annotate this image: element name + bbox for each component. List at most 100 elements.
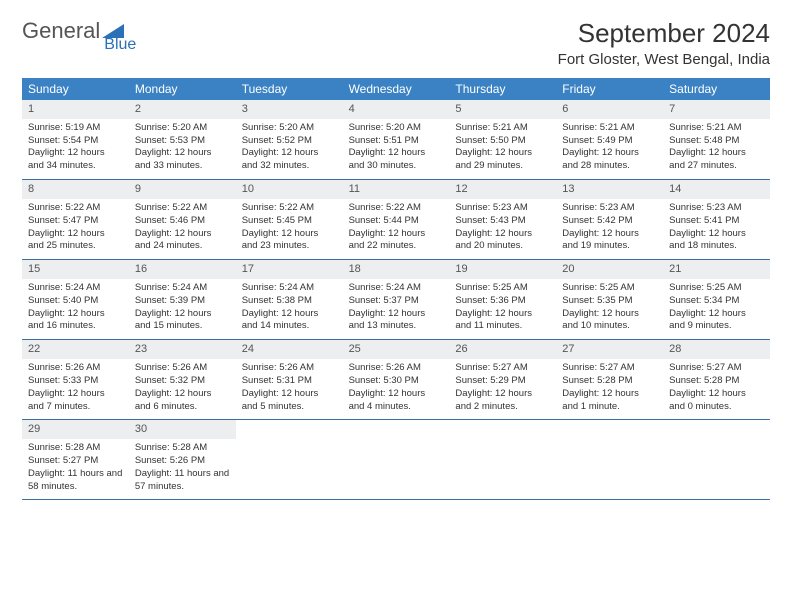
day-body: Sunrise: 5:22 AMSunset: 5:44 PMDaylight:… xyxy=(343,199,450,259)
day-body: Sunrise: 5:22 AMSunset: 5:45 PMDaylight:… xyxy=(236,199,343,259)
day-cell: 5Sunrise: 5:21 AMSunset: 5:50 PMDaylight… xyxy=(449,100,556,179)
daylight-line: Daylight: 12 hours and 14 minutes. xyxy=(242,308,337,334)
day-body: Sunrise: 5:19 AMSunset: 5:54 PMDaylight:… xyxy=(22,119,129,179)
day-cell: 29Sunrise: 5:28 AMSunset: 5:27 PMDayligh… xyxy=(22,420,129,499)
day-number: 14 xyxy=(663,180,770,199)
daylight-line: Daylight: 12 hours and 33 minutes. xyxy=(135,147,230,173)
sunset-line: Sunset: 5:27 PM xyxy=(28,455,123,468)
daylight-line: Daylight: 12 hours and 32 minutes. xyxy=(242,147,337,173)
day-cell: 26Sunrise: 5:27 AMSunset: 5:29 PMDayligh… xyxy=(449,340,556,419)
sunrise-line: Sunrise: 5:24 AM xyxy=(242,282,337,295)
daylight-line: Daylight: 12 hours and 22 minutes. xyxy=(349,228,444,254)
sunset-line: Sunset: 5:52 PM xyxy=(242,135,337,148)
day-number: 10 xyxy=(236,180,343,199)
day-body: Sunrise: 5:23 AMSunset: 5:42 PMDaylight:… xyxy=(556,199,663,259)
sunrise-line: Sunrise: 5:26 AM xyxy=(135,362,230,375)
day-body: Sunrise: 5:25 AMSunset: 5:36 PMDaylight:… xyxy=(449,279,556,339)
daylight-line: Daylight: 12 hours and 34 minutes. xyxy=(28,147,123,173)
day-body: Sunrise: 5:20 AMSunset: 5:51 PMDaylight:… xyxy=(343,119,450,179)
day-cell: 9Sunrise: 5:22 AMSunset: 5:46 PMDaylight… xyxy=(129,180,236,259)
day-number: 16 xyxy=(129,260,236,279)
daylight-line: Daylight: 12 hours and 24 minutes. xyxy=(135,228,230,254)
day-number xyxy=(343,420,450,439)
sunrise-line: Sunrise: 5:20 AM xyxy=(349,122,444,135)
sunrise-line: Sunrise: 5:25 AM xyxy=(669,282,764,295)
day-number: 12 xyxy=(449,180,556,199)
dow-cell: Sunday xyxy=(22,78,129,100)
header: General Blue September 2024 Fort Gloster… xyxy=(22,18,770,68)
day-cell: 22Sunrise: 5:26 AMSunset: 5:33 PMDayligh… xyxy=(22,340,129,419)
day-body: Sunrise: 5:28 AMSunset: 5:26 PMDaylight:… xyxy=(129,439,236,499)
day-number: 18 xyxy=(343,260,450,279)
sunset-line: Sunset: 5:43 PM xyxy=(455,215,550,228)
day-cell: 27Sunrise: 5:27 AMSunset: 5:28 PMDayligh… xyxy=(556,340,663,419)
day-number: 21 xyxy=(663,260,770,279)
dow-cell: Friday xyxy=(556,78,663,100)
day-number xyxy=(663,420,770,439)
day-number: 19 xyxy=(449,260,556,279)
sunrise-line: Sunrise: 5:26 AM xyxy=(28,362,123,375)
day-of-week-header: SundayMondayTuesdayWednesdayThursdayFrid… xyxy=(22,78,770,100)
day-body: Sunrise: 5:24 AMSunset: 5:38 PMDaylight:… xyxy=(236,279,343,339)
day-cell: 17Sunrise: 5:24 AMSunset: 5:38 PMDayligh… xyxy=(236,260,343,339)
day-cell xyxy=(449,420,556,499)
day-cell: 23Sunrise: 5:26 AMSunset: 5:32 PMDayligh… xyxy=(129,340,236,419)
day-body: Sunrise: 5:21 AMSunset: 5:48 PMDaylight:… xyxy=(663,119,770,179)
daylight-line: Daylight: 12 hours and 6 minutes. xyxy=(135,388,230,414)
day-cell: 25Sunrise: 5:26 AMSunset: 5:30 PMDayligh… xyxy=(343,340,450,419)
sunrise-line: Sunrise: 5:25 AM xyxy=(562,282,657,295)
day-number: 2 xyxy=(129,100,236,119)
day-number: 7 xyxy=(663,100,770,119)
logo: General Blue xyxy=(22,18,136,44)
day-cell: 10Sunrise: 5:22 AMSunset: 5:45 PMDayligh… xyxy=(236,180,343,259)
daylight-line: Daylight: 12 hours and 0 minutes. xyxy=(669,388,764,414)
sunrise-line: Sunrise: 5:22 AM xyxy=(242,202,337,215)
day-number: 26 xyxy=(449,340,556,359)
day-number: 25 xyxy=(343,340,450,359)
sunset-line: Sunset: 5:51 PM xyxy=(349,135,444,148)
location: Fort Gloster, West Bengal, India xyxy=(558,51,770,68)
sunset-line: Sunset: 5:44 PM xyxy=(349,215,444,228)
dow-cell: Wednesday xyxy=(343,78,450,100)
day-body: Sunrise: 5:27 AMSunset: 5:29 PMDaylight:… xyxy=(449,359,556,419)
day-cell: 2Sunrise: 5:20 AMSunset: 5:53 PMDaylight… xyxy=(129,100,236,179)
daylight-line: Daylight: 11 hours and 58 minutes. xyxy=(28,468,123,494)
sunrise-line: Sunrise: 5:24 AM xyxy=(28,282,123,295)
sunrise-line: Sunrise: 5:26 AM xyxy=(349,362,444,375)
day-body: Sunrise: 5:21 AMSunset: 5:49 PMDaylight:… xyxy=(556,119,663,179)
sunrise-line: Sunrise: 5:20 AM xyxy=(242,122,337,135)
daylight-line: Daylight: 12 hours and 9 minutes. xyxy=(669,308,764,334)
day-number: 30 xyxy=(129,420,236,439)
day-number: 5 xyxy=(449,100,556,119)
day-number xyxy=(556,420,663,439)
sunset-line: Sunset: 5:29 PM xyxy=(455,375,550,388)
daylight-line: Daylight: 12 hours and 5 minutes. xyxy=(242,388,337,414)
daylight-line: Daylight: 12 hours and 1 minute. xyxy=(562,388,657,414)
sunrise-line: Sunrise: 5:22 AM xyxy=(135,202,230,215)
day-number: 28 xyxy=(663,340,770,359)
day-body: Sunrise: 5:24 AMSunset: 5:40 PMDaylight:… xyxy=(22,279,129,339)
day-body: Sunrise: 5:28 AMSunset: 5:27 PMDaylight:… xyxy=(22,439,129,499)
daylight-line: Daylight: 12 hours and 25 minutes. xyxy=(28,228,123,254)
sunset-line: Sunset: 5:36 PM xyxy=(455,295,550,308)
day-body: Sunrise: 5:23 AMSunset: 5:41 PMDaylight:… xyxy=(663,199,770,259)
sunset-line: Sunset: 5:49 PM xyxy=(562,135,657,148)
day-body: Sunrise: 5:26 AMSunset: 5:33 PMDaylight:… xyxy=(22,359,129,419)
day-cell: 21Sunrise: 5:25 AMSunset: 5:34 PMDayligh… xyxy=(663,260,770,339)
sunset-line: Sunset: 5:41 PM xyxy=(669,215,764,228)
sunrise-line: Sunrise: 5:27 AM xyxy=(562,362,657,375)
day-cell: 4Sunrise: 5:20 AMSunset: 5:51 PMDaylight… xyxy=(343,100,450,179)
day-body: Sunrise: 5:22 AMSunset: 5:46 PMDaylight:… xyxy=(129,199,236,259)
day-body: Sunrise: 5:25 AMSunset: 5:35 PMDaylight:… xyxy=(556,279,663,339)
sunset-line: Sunset: 5:28 PM xyxy=(562,375,657,388)
day-body: Sunrise: 5:27 AMSunset: 5:28 PMDaylight:… xyxy=(663,359,770,419)
sunrise-line: Sunrise: 5:28 AM xyxy=(28,442,123,455)
day-number: 11 xyxy=(343,180,450,199)
sunset-line: Sunset: 5:40 PM xyxy=(28,295,123,308)
sunrise-line: Sunrise: 5:20 AM xyxy=(135,122,230,135)
day-cell: 24Sunrise: 5:26 AMSunset: 5:31 PMDayligh… xyxy=(236,340,343,419)
sunrise-line: Sunrise: 5:22 AM xyxy=(349,202,444,215)
day-number: 24 xyxy=(236,340,343,359)
sunrise-line: Sunrise: 5:28 AM xyxy=(135,442,230,455)
week-row: 15Sunrise: 5:24 AMSunset: 5:40 PMDayligh… xyxy=(22,260,770,340)
